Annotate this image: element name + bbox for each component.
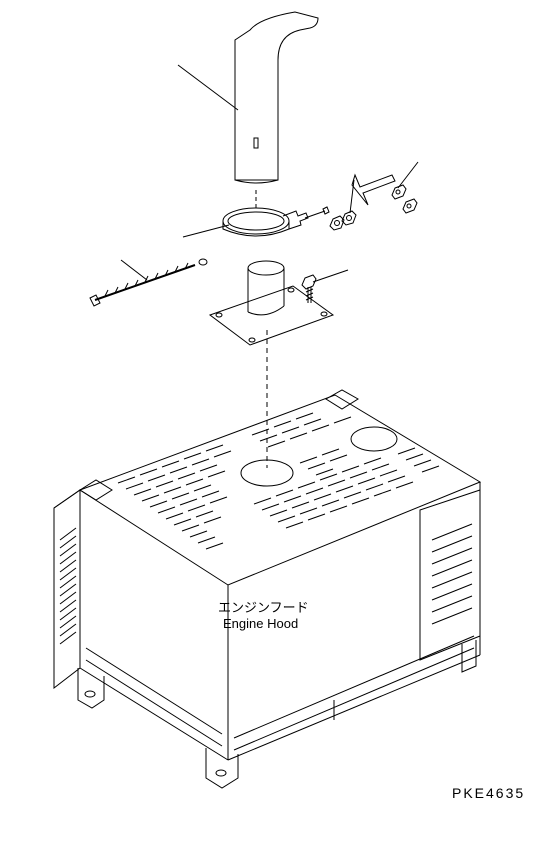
hardware-nuts [305,207,356,230]
engine-hood-label-jp: エンジンフード [218,600,309,615]
engine-hood-label-en: Engine Hood [223,616,298,631]
mount-plate [210,261,333,345]
hinge-bolt [90,259,207,306]
bracket-plate [352,175,417,213]
mount-bolt [302,275,316,303]
drawing-code: PKE4635 [452,785,525,801]
technical-diagram: エンジンフード Engine Hood PKE4635 [0,0,553,853]
clamp-ring [223,208,308,236]
exhaust-pipe [235,12,318,183]
